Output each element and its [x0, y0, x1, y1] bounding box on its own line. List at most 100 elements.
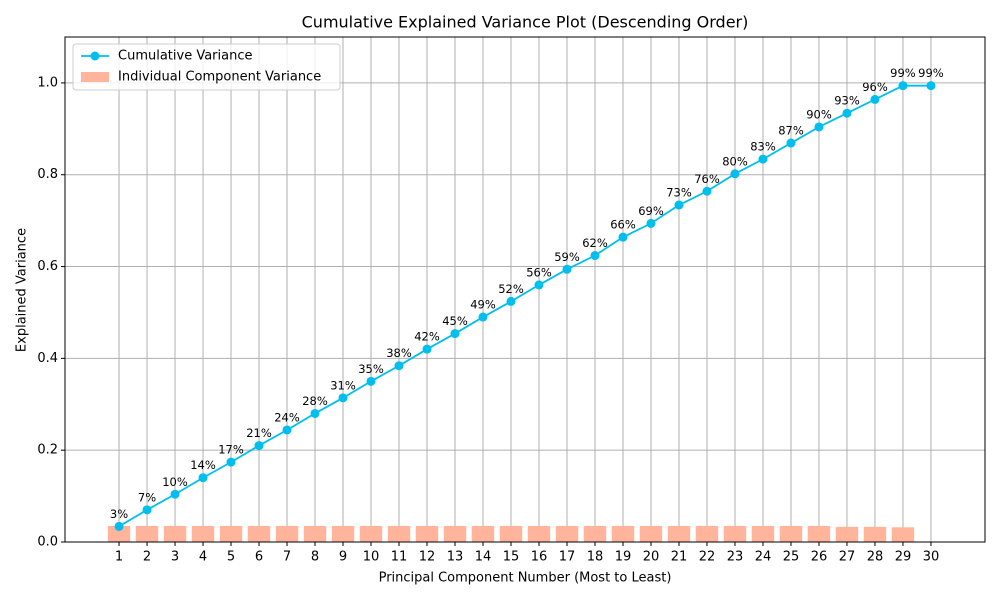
- bar: [779, 525, 803, 542]
- point: [646, 218, 656, 228]
- bar: [891, 527, 915, 542]
- bar: [835, 526, 859, 542]
- point: [506, 296, 516, 306]
- legend-swatch: [81, 72, 109, 82]
- x-tick-label: 13: [447, 550, 464, 565]
- data-label: 99%: [890, 66, 916, 80]
- x-tick-label: 30: [923, 550, 940, 565]
- x-tick-label: 10: [363, 550, 380, 565]
- bar: [583, 525, 607, 542]
- bar: [723, 525, 747, 542]
- data-label: 21%: [246, 426, 272, 440]
- y-tick-label: 0.8: [37, 167, 58, 182]
- data-label: 59%: [554, 250, 580, 264]
- legend-label: Individual Component Variance: [118, 70, 321, 85]
- bar: [359, 525, 383, 542]
- x-axis-label: Principal Component Number (Most to Leas…: [379, 571, 672, 586]
- data-label: 62%: [582, 236, 608, 250]
- bar: [331, 525, 355, 542]
- x-tick-label: 26: [811, 550, 828, 565]
- data-label: 17%: [218, 443, 244, 457]
- bar: [415, 525, 439, 542]
- bar: [191, 525, 215, 542]
- x-tick-label: 25: [783, 550, 800, 565]
- data-label: 87%: [778, 124, 804, 138]
- legend-label: Cumulative Variance: [118, 49, 253, 64]
- point: [590, 251, 600, 261]
- bar: [163, 525, 187, 542]
- bar: [499, 525, 523, 542]
- point: [198, 473, 208, 483]
- bar: [387, 525, 411, 542]
- x-tick-label: 12: [419, 550, 436, 565]
- point: [870, 94, 880, 104]
- point: [226, 457, 236, 467]
- x-tick-label: 8: [311, 550, 319, 565]
- point: [926, 81, 936, 91]
- bar: [275, 525, 299, 542]
- bar: [639, 525, 663, 542]
- point: [422, 344, 432, 354]
- point: [394, 361, 404, 371]
- point: [702, 186, 712, 196]
- legend-swatch: [90, 51, 100, 61]
- x-tick-label: 18: [587, 550, 604, 565]
- point: [450, 329, 460, 339]
- data-label: 24%: [274, 410, 300, 424]
- bar: [751, 525, 775, 542]
- x-tick-label: 19: [615, 550, 632, 565]
- data-label: 28%: [302, 394, 328, 408]
- data-label: 76%: [694, 172, 720, 186]
- bar: [219, 525, 243, 542]
- x-tick-label: 28: [867, 550, 884, 565]
- point: [282, 425, 292, 435]
- y-tick-label: 0.0: [37, 535, 58, 550]
- bar: [555, 525, 579, 542]
- x-tick-label: 5: [227, 550, 235, 565]
- data-label: 93%: [834, 94, 860, 108]
- point: [310, 408, 320, 418]
- bar: [107, 525, 131, 542]
- bar: [135, 525, 159, 542]
- x-tick-label: 6: [255, 550, 263, 565]
- data-label: 49%: [470, 298, 496, 312]
- data-label: 69%: [638, 204, 664, 218]
- point: [730, 169, 740, 179]
- point: [618, 232, 628, 242]
- data-label: 96%: [862, 80, 888, 94]
- point: [170, 489, 180, 499]
- x-tick-label: 7: [283, 550, 291, 565]
- point: [478, 312, 488, 322]
- bar: [303, 525, 327, 542]
- data-label: 83%: [750, 140, 776, 154]
- data-label: 3%: [110, 507, 128, 521]
- bar: [667, 525, 691, 542]
- x-tick-label: 29: [895, 550, 912, 565]
- data-label: 80%: [722, 154, 748, 168]
- point: [562, 264, 572, 274]
- point: [114, 521, 124, 531]
- point: [142, 505, 152, 515]
- x-tick-label: 9: [339, 550, 347, 565]
- data-label: 31%: [330, 378, 356, 392]
- x-tick-label: 4: [199, 550, 207, 565]
- data-label: 38%: [386, 346, 412, 360]
- bar: [527, 525, 551, 542]
- data-label: 42%: [414, 330, 440, 344]
- point: [814, 122, 824, 132]
- legend-box: [72, 43, 341, 91]
- x-tick-label: 15: [503, 550, 520, 565]
- x-tick-label: 14: [475, 550, 492, 565]
- x-tick-label: 23: [727, 550, 744, 565]
- point: [254, 441, 264, 451]
- point: [786, 138, 796, 148]
- data-label: 7%: [138, 490, 156, 504]
- y-axis-label: Explained Variance: [15, 228, 30, 352]
- bar: [247, 525, 271, 542]
- point: [898, 81, 908, 91]
- y-tick-label: 0.4: [37, 351, 58, 366]
- x-tick-label: 16: [531, 550, 548, 565]
- data-label: 45%: [442, 314, 468, 328]
